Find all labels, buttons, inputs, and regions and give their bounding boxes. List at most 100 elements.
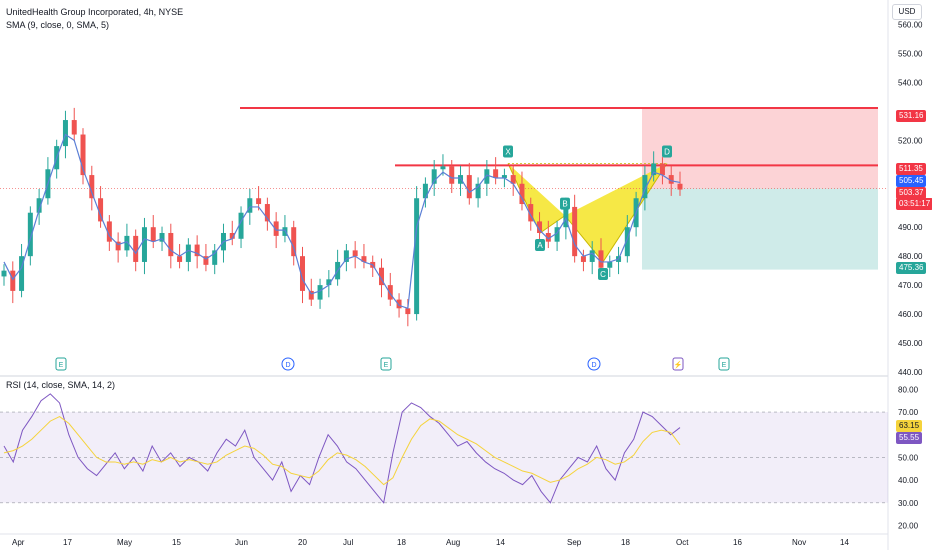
time-tick-label: Aug [446,538,460,547]
candle-body [141,227,147,262]
resistance-price-tag: 531.16 [896,110,927,122]
candle-body [238,212,244,239]
candle-body [168,232,174,257]
event-marker-text: E [384,362,389,369]
price-tick-label: 460.00 [898,310,923,319]
price-tick-label: 490.00 [898,223,923,232]
time-tick-label: 16 [733,538,742,547]
candle-body [106,221,112,242]
candle-body [10,270,16,291]
earnings-marker [718,357,730,371]
candle-body [291,227,297,257]
dividend-marker [587,357,601,371]
time-tick-label: 14 [496,538,505,547]
candle-body [659,163,665,176]
candle-body [299,256,305,291]
candle-body [352,250,358,257]
candle-body [343,250,349,262]
candle-body [422,183,428,199]
level-price-tag: 511.35 [896,163,926,175]
time-tick-label: May [117,538,132,547]
time-tick-label: Jul [343,538,353,547]
candle-body [98,198,104,222]
pattern-point-text: A [537,241,543,250]
candle-body [19,256,25,291]
rsi-tick-label: 70.00 [898,408,919,417]
take-profit-zone [642,188,878,270]
candle-body [1,270,7,277]
candle-body [282,227,288,236]
price-tick-label: 550.00 [898,49,923,58]
candle-body [256,198,262,205]
candle-body [273,221,279,236]
candle-body [115,241,121,251]
time-tick-label: Jun [235,538,248,547]
candle-body [396,299,402,309]
rsi-ma-line [3,415,681,486]
candle-body [361,256,367,262]
rsi-tick-label: 50.00 [898,453,919,462]
candle-body [124,235,130,251]
candle-body [185,244,191,262]
candle-body [510,175,516,184]
candle-body [466,175,472,199]
sma-line [3,133,681,310]
time-tick-label: Sep [567,538,582,547]
candle-body [150,227,156,242]
candle-body [580,256,586,262]
candle-body [458,175,464,184]
candle-body [431,169,437,184]
rsi-tick-label: 80.00 [898,385,919,394]
price-tick-label: 470.00 [898,281,923,290]
earnings-marker [672,357,684,371]
symbol-legend[interactable]: UnitedHealth Group Incorporated, 4h, NYS… [6,7,184,17]
pattern-point-text: B [562,200,567,209]
candle-body [563,206,569,228]
time-tick-label: 20 [298,538,307,547]
candle-body [62,120,68,147]
candle-body [71,120,77,135]
candle-body [326,279,332,286]
pattern-point-label [560,197,570,210]
candle-body [27,212,33,257]
candle-body [624,227,630,257]
sma-legend[interactable]: SMA (9, close, 0, SMA, 5) [6,20,110,30]
price-tick-label: 560.00 [898,20,923,29]
candle-body [405,308,411,315]
time-tick-label: Apr [12,538,25,547]
candle-body [264,204,270,222]
rsi-legend[interactable]: RSI (14, close, SMA, 14, 2) [6,380,116,390]
earnings-marker [55,357,67,371]
last-price-tag: 503.37 [896,187,927,199]
candle-body [572,206,578,257]
currency-button[interactable]: USD [892,4,922,20]
candle-body [177,256,183,262]
price-tick-label: 440.00 [898,368,923,377]
candle-body [528,204,534,222]
price-tick-label: 540.00 [898,78,923,87]
price-tick-label: 480.00 [898,252,923,261]
pattern-point-label [535,238,545,251]
rsi-value-tag: 63.15 [896,420,923,432]
candle-body [133,235,139,262]
event-marker-text: D [285,362,290,369]
bar-countdown-tag: 03:51:17 [896,198,932,210]
candle-body [589,250,595,262]
pattern-point-text: X [505,147,511,156]
time-tick-label: Nov [792,538,806,547]
dividend-marker [281,357,295,371]
rsi-tick-label: 30.00 [898,499,919,508]
candle-body [36,198,42,213]
rsi-tick-label: 20.00 [898,521,919,530]
candle-body [475,183,481,199]
rsi-ma-value-tag: 55.55 [896,432,923,444]
candle-body [229,232,235,239]
candle-body [501,175,507,178]
pattern-triangle-bcd [565,163,667,262]
candle-body [159,232,165,242]
time-tick-label: 18 [397,538,406,547]
candle-body [212,250,218,265]
candle-body [317,285,323,300]
